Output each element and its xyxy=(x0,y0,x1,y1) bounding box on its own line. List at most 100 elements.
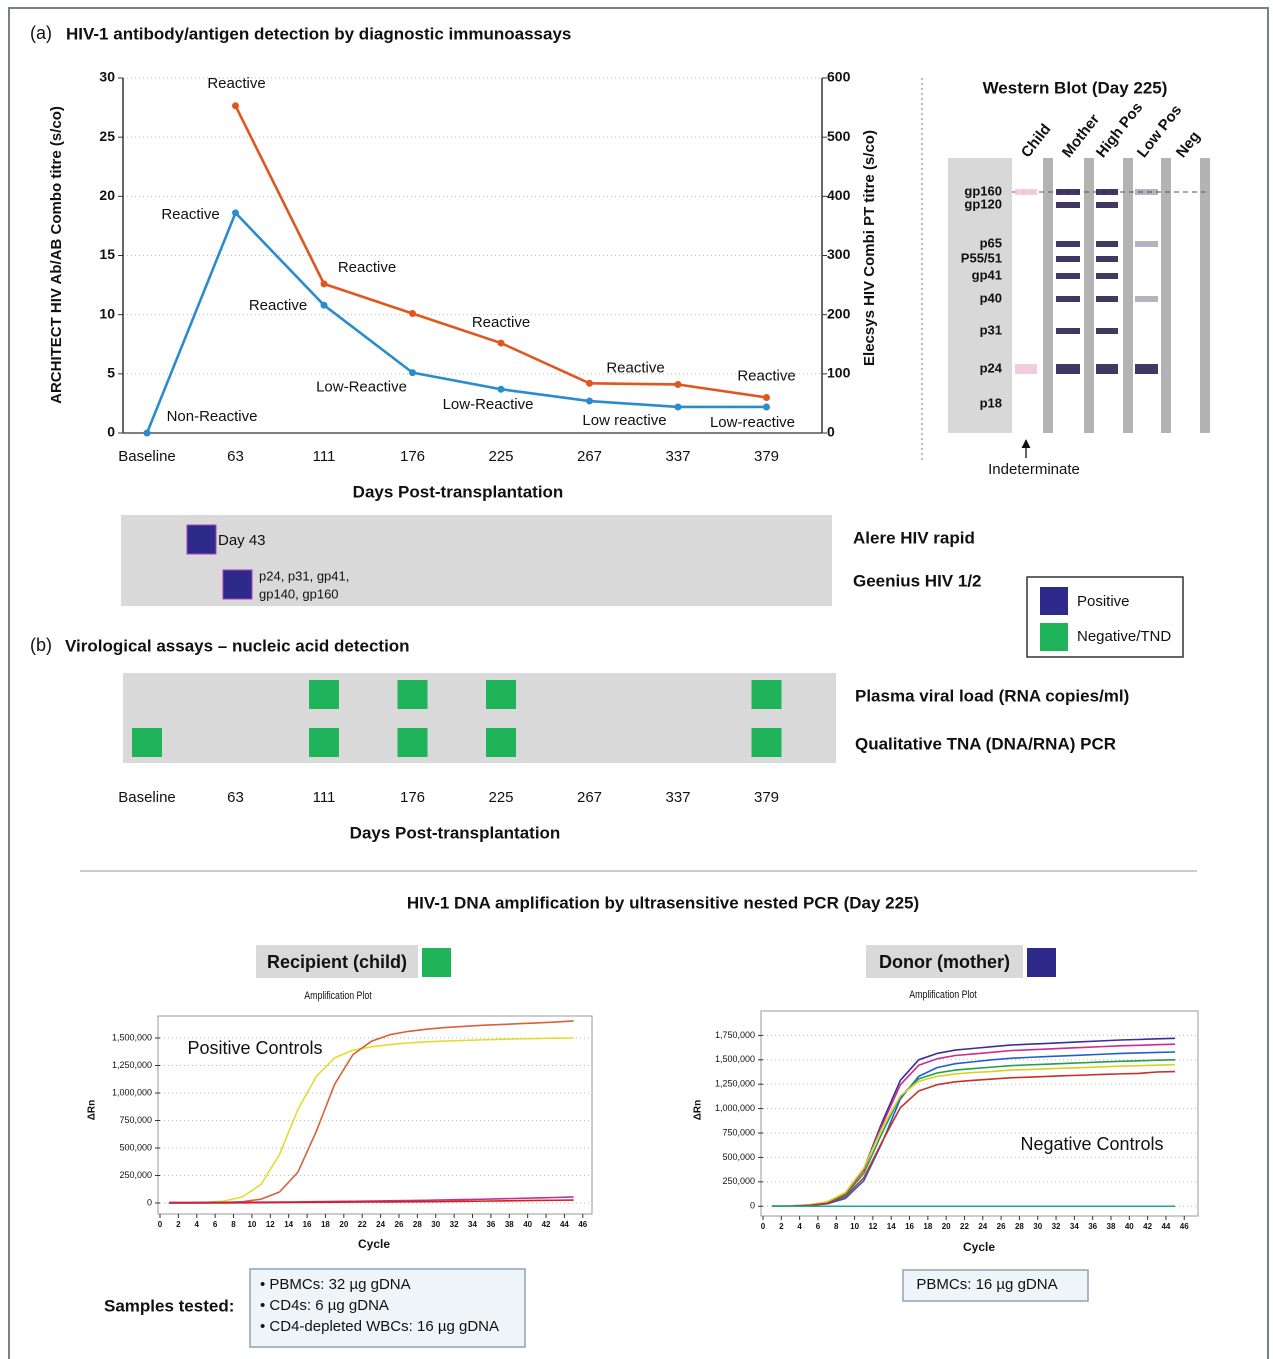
point-annotation: Reactive xyxy=(249,297,307,314)
blot-band xyxy=(1015,364,1037,374)
x-tick-label: 42 xyxy=(542,1220,551,1229)
blot-band xyxy=(1096,241,1118,247)
x-tick-label: 32 xyxy=(450,1220,459,1229)
result-box xyxy=(132,728,162,757)
x-tick-label: 4 xyxy=(797,1222,802,1231)
header-swatch xyxy=(1027,948,1056,977)
point-annotation: Reactive xyxy=(472,314,530,331)
blot-band xyxy=(1096,328,1118,334)
x-tick-label: 28 xyxy=(1015,1222,1024,1231)
blot-band xyxy=(1135,241,1158,247)
x-tick-label: 14 xyxy=(284,1220,293,1229)
point-annotation: Reactive xyxy=(606,359,664,376)
blot-band xyxy=(1056,241,1080,247)
y2-tick-label: 0 xyxy=(827,424,835,440)
y-tick-label: 1,250,000 xyxy=(715,1079,755,1089)
x-tick-label: 16 xyxy=(303,1220,312,1229)
result-box xyxy=(309,728,339,757)
point xyxy=(498,340,505,347)
result-box xyxy=(398,680,428,709)
x-tick-label: 379 xyxy=(754,448,779,465)
point-annotation: Reactive xyxy=(161,206,219,223)
x-tick-label: 111 xyxy=(313,789,336,806)
y-tick-label: 1,750,000 xyxy=(715,1030,755,1040)
legend-label: Negative/TND xyxy=(1077,628,1171,645)
row-label: Alere HIV rapid xyxy=(853,528,975,547)
x-tick-label: 22 xyxy=(960,1222,969,1231)
y2-tick-label: 400 xyxy=(827,187,851,203)
blot-band xyxy=(1015,189,1037,195)
point xyxy=(409,310,416,317)
x-tick-label: 379 xyxy=(754,789,779,806)
x-tick-label: 38 xyxy=(1107,1222,1116,1231)
band-label: gp120 xyxy=(964,196,1002,211)
x-tick-label: 40 xyxy=(1125,1222,1134,1231)
result-box xyxy=(398,728,428,757)
x-tick-label: 24 xyxy=(978,1222,987,1231)
lane-divider xyxy=(1161,158,1171,433)
point-annotation: Reactive xyxy=(207,75,265,92)
x-tick-label: 16 xyxy=(905,1222,914,1231)
x-tick-label: 6 xyxy=(213,1220,218,1229)
y-axis-label: ΔRn xyxy=(693,1100,704,1121)
x-tick-label: 20 xyxy=(339,1220,348,1229)
x-tick-label: 36 xyxy=(486,1220,495,1229)
panel-label: (b) xyxy=(30,635,52,655)
band-label: p65 xyxy=(980,235,1002,250)
point xyxy=(321,280,328,287)
figure: (a) HIV-1 antibody/antigen detection by … xyxy=(0,0,1273,1359)
blot-band xyxy=(1056,364,1080,374)
blot-band xyxy=(1056,273,1080,279)
point xyxy=(763,394,770,401)
x-tick-label: Baseline xyxy=(118,789,176,806)
y-tick-label: 1,000,000 xyxy=(112,1087,152,1097)
y2-axis-label: Elecsys HIV Combi PT titre (s/co) xyxy=(861,130,878,366)
x-tick-label: 18 xyxy=(321,1220,330,1229)
x-tick-label: 32 xyxy=(1052,1222,1061,1231)
annotation-label: Negative Controls xyxy=(1020,1134,1163,1154)
plot-frame xyxy=(761,1011,1198,1216)
x-tick-label: 267 xyxy=(577,448,602,465)
point xyxy=(232,102,239,109)
x-tick-label: 34 xyxy=(468,1220,477,1229)
point xyxy=(498,386,505,393)
point xyxy=(232,209,239,216)
x-tick-label: 14 xyxy=(887,1222,896,1231)
blot-band xyxy=(1096,189,1118,195)
x-tick-label: 111 xyxy=(313,448,336,465)
band-label: p24 xyxy=(980,360,1003,375)
result-box xyxy=(486,728,516,757)
point-annotation: Reactive xyxy=(338,259,396,276)
point-annotation: Low reactive xyxy=(582,412,666,429)
x-tick-label: 267 xyxy=(577,789,602,806)
point xyxy=(321,302,328,309)
samples-label: Samples tested: xyxy=(104,1296,234,1315)
sample-item: • CD4s: 6 µg gDNA xyxy=(260,1297,389,1314)
point xyxy=(144,430,151,437)
y-tick-label: 20 xyxy=(99,187,115,203)
lane-divider xyxy=(1084,158,1094,433)
x-tick-label: 4 xyxy=(195,1220,200,1229)
blot-band xyxy=(1096,364,1118,374)
y-tick-label: 750,000 xyxy=(119,1115,152,1125)
lane-divider xyxy=(1043,158,1053,433)
y2-tick-label: 500 xyxy=(827,128,851,144)
x-tick-label: 176 xyxy=(400,448,425,465)
x-tick-label: 225 xyxy=(488,448,513,465)
band-label: gp41 xyxy=(972,267,1002,282)
x-tick-label: 46 xyxy=(1180,1222,1189,1231)
result-box xyxy=(223,570,252,599)
x-tick-label: 36 xyxy=(1088,1222,1097,1231)
y-tick-label: 25 xyxy=(99,128,115,144)
point xyxy=(586,398,593,405)
chart-title: Amplification Plot xyxy=(909,989,977,1001)
result-label: Day 43 xyxy=(218,532,266,549)
blot-band xyxy=(1096,273,1118,279)
y-tick-label: 1,000,000 xyxy=(715,1103,755,1113)
x-tick-label: 24 xyxy=(376,1220,385,1229)
legend-swatch xyxy=(1040,587,1068,615)
point xyxy=(586,380,593,387)
header-swatch xyxy=(422,948,451,977)
x-tick-label: 63 xyxy=(227,789,244,806)
chart-header: Recipient (child) xyxy=(267,952,407,972)
